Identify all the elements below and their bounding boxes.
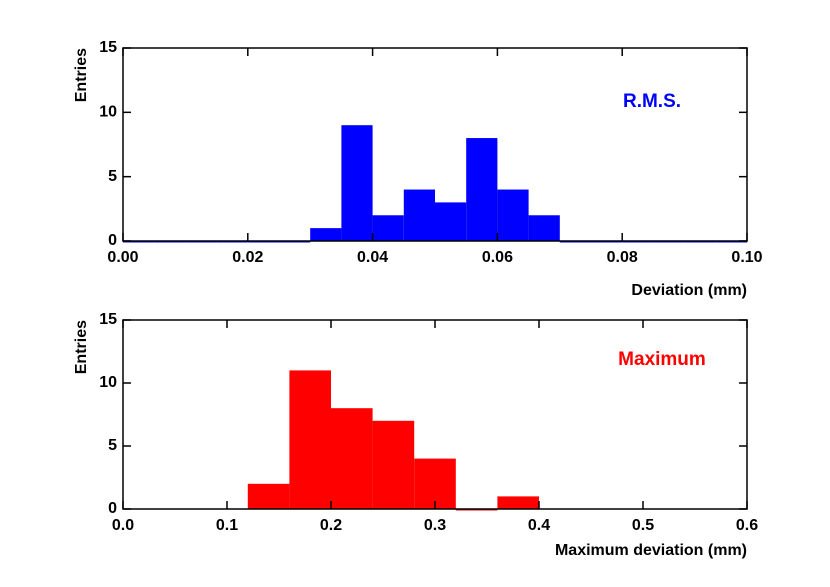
bar [310,228,342,241]
bar [435,202,467,241]
x-tick-label: 0.04 [357,249,388,266]
x-tick-label: 0.6 [736,517,758,534]
annotation: Maximum [618,349,706,370]
x-axis-title: Deviation (mm) [631,282,747,299]
x-axis-title: Maximum deviation (mm) [555,542,747,559]
x-tick-label: 0.10 [731,249,762,266]
bar [341,125,373,241]
x-tick-label: 0.4 [528,517,550,534]
bar [528,215,560,241]
x-tick-label: 0.2 [320,517,342,534]
y-tick-label: 5 [108,168,117,185]
y-tick-label: 15 [99,311,117,328]
bar [497,496,539,509]
bar [372,420,415,509]
bar [289,370,331,509]
x-tick-label: 0.00 [107,249,138,266]
bar [247,483,290,509]
y-axis-title: Entries [73,320,90,374]
y-tick-label: 5 [108,437,117,454]
bar [414,458,456,509]
bar [331,408,373,509]
y-tick-label: 15 [99,39,117,56]
x-tick-label: 0.5 [632,517,654,534]
x-tick-label: 0.0 [112,517,134,534]
x-tick-label: 0.3 [424,517,446,534]
x-tick-label: 0.08 [607,249,638,266]
x-tick-label: 0.06 [482,249,513,266]
y-axis-title: Entries [73,48,90,102]
annotation: R.M.S. [623,91,681,112]
x-tick-label: 0.02 [232,249,263,266]
y-tick-label: 0 [108,500,117,517]
y-tick-label: 10 [99,104,117,121]
bar [497,189,529,241]
y-tick-label: 10 [99,374,117,391]
x-tick-label: 0.1 [216,517,238,534]
bar [403,189,435,241]
plot-frame [122,47,748,242]
bar [466,138,498,241]
bar [372,215,404,241]
y-tick-label: 0 [108,232,117,249]
